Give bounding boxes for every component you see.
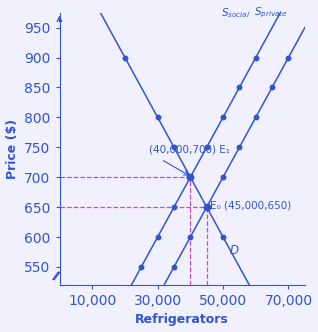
Point bbox=[204, 205, 209, 210]
Point bbox=[155, 115, 160, 120]
Point bbox=[204, 205, 209, 210]
Point bbox=[188, 175, 193, 180]
Point bbox=[204, 205, 209, 210]
Point bbox=[220, 175, 225, 180]
Point bbox=[270, 85, 275, 90]
X-axis label: Refrigerators: Refrigerators bbox=[135, 313, 229, 326]
Text: (40,000,700) E₁: (40,000,700) E₁ bbox=[149, 144, 231, 154]
Point bbox=[171, 264, 176, 270]
Text: $S_{social}$: $S_{social}$ bbox=[222, 7, 251, 21]
Point bbox=[237, 145, 242, 150]
Point bbox=[188, 175, 193, 180]
Point bbox=[253, 55, 258, 60]
Point bbox=[188, 175, 193, 180]
Point bbox=[220, 115, 225, 120]
Text: D: D bbox=[230, 244, 238, 257]
Text: $S_{private}$: $S_{private}$ bbox=[253, 6, 287, 21]
Point bbox=[253, 115, 258, 120]
Point bbox=[171, 145, 176, 150]
Point bbox=[171, 205, 176, 210]
Point bbox=[155, 234, 160, 240]
Point bbox=[286, 55, 291, 60]
Y-axis label: Price ($): Price ($) bbox=[5, 119, 18, 179]
Point bbox=[139, 264, 144, 270]
Point bbox=[188, 234, 193, 240]
Point bbox=[220, 234, 225, 240]
Point bbox=[237, 85, 242, 90]
Point bbox=[122, 55, 128, 60]
Point bbox=[204, 145, 209, 150]
Text: E₀ (45,000,650): E₀ (45,000,650) bbox=[210, 201, 291, 211]
